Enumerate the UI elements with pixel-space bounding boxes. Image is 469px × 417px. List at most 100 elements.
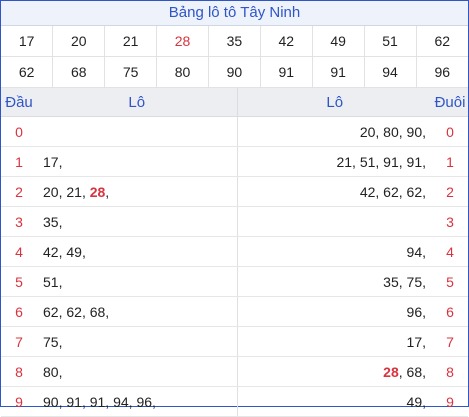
lo-number: 42 [359, 183, 376, 200]
result-number: 42 [260, 26, 313, 57]
lo-number: 91 [406, 153, 423, 170]
result-number: 94 [364, 56, 417, 88]
lo-right-cell [236, 206, 432, 237]
lo-number: 68 [89, 303, 106, 320]
result-number: 62 [1, 56, 54, 88]
header-lo-right: Lô [236, 88, 432, 117]
lo-right-cell: 28, 68, [236, 356, 432, 387]
result-number: 51 [364, 26, 417, 57]
dau-digit: 5 [1, 266, 37, 297]
lo-right-cell: 42, 62, 62, [236, 176, 432, 207]
result-number: 21 [104, 26, 158, 57]
loto-row: 4 42, 49, 94, 4 [1, 236, 468, 267]
loto-row: 7 75, 17, 7 [1, 326, 468, 357]
lo-number: 90 [43, 393, 59, 410]
loto-table: Đầu Lô Lô Đuôi 0 20, 80, 90, 0 1 17, 21, 51, … [1, 88, 468, 417]
numbers-row-2: 62 68 75 80 90 91 91 94 96 [1, 56, 468, 88]
duoi-digit: 9 [432, 386, 468, 417]
lo-number: 62 [406, 183, 423, 200]
lo-number: 94 [406, 243, 423, 260]
lo-number: 62 [383, 183, 399, 200]
duoi-digit: 5 [432, 266, 468, 297]
lo-number: 42 [43, 243, 59, 260]
result-number: 20 [52, 26, 106, 57]
lo-left-cell: 17, [37, 146, 237, 177]
lo-number: 62 [66, 303, 82, 320]
lo-number: 21 [66, 183, 82, 200]
duoi-digit: 0 [432, 116, 468, 147]
result-number: 62 [416, 26, 468, 57]
duoi-digit: 6 [432, 296, 468, 327]
result-number: 91 [260, 56, 313, 88]
result-number: 75 [104, 56, 158, 88]
lo-number: 94 [113, 393, 129, 410]
lo-left-cell: 51, [37, 266, 237, 297]
lo-number: 51 [359, 153, 376, 170]
result-number: 80 [156, 56, 209, 88]
dau-digit: 7 [1, 326, 37, 357]
lo-left-cell: 42, 49, [37, 236, 237, 267]
lo-right-cell: 49, [236, 386, 432, 417]
result-number: 28 [156, 26, 209, 57]
lo-left-cell [37, 116, 237, 147]
lo-number: 68 [406, 363, 423, 380]
result-number: 96 [416, 56, 468, 88]
lo-number: 49 [406, 393, 423, 410]
dau-digit: 8 [1, 356, 37, 387]
dau-digit: 1 [1, 146, 37, 177]
lo-number: 20 [43, 183, 59, 200]
loto-row: 6 62, 62, 68, 96, 6 [1, 296, 468, 327]
header-duoi: Đuôi [432, 88, 468, 117]
dau-digit: 3 [1, 206, 37, 237]
dau-digit: 9 [1, 386, 37, 417]
duoi-digit: 4 [432, 236, 468, 267]
duoi-digit: 2 [432, 176, 468, 207]
loto-row: 3 35, 3 [1, 206, 468, 237]
lo-left-cell: 75, [37, 326, 237, 357]
loto-row: 1 17, 21, 51, 91, 91, 1 [1, 146, 468, 177]
lo-number: 28 [383, 363, 399, 380]
lo-right-cell: 96, [236, 296, 432, 327]
lo-number: 75 [43, 333, 59, 350]
lo-left-cell: 35, [37, 206, 237, 237]
numbers-row-1: 17 20 21 28 35 42 49 51 62 [1, 26, 468, 57]
loto-header-row: Đầu Lô Lô Đuôi [1, 88, 468, 117]
lo-number: 35 [383, 273, 399, 290]
lo-number: 62 [43, 303, 59, 320]
lo-right-cell: 20, 80, 90, [236, 116, 432, 147]
duoi-digit: 7 [432, 326, 468, 357]
loto-row: 2 20, 21, 28, 42, 62, 62, 2 [1, 176, 468, 207]
lo-number: 91 [383, 153, 399, 170]
lo-number: 35 [43, 213, 59, 230]
loto-row: 5 51, 35, 75, 5 [1, 266, 468, 297]
lo-number: 28 [89, 183, 106, 200]
lo-number: 49 [66, 243, 82, 260]
duoi-digit: 1 [432, 146, 468, 177]
lo-number: 21 [336, 153, 353, 170]
lo-number: 20 [359, 123, 376, 140]
lo-number: 75 [406, 273, 423, 290]
lo-number: 91 [89, 393, 106, 410]
duoi-digit: 8 [432, 356, 468, 387]
result-number: 90 [208, 56, 261, 88]
lo-number: 96 [406, 303, 423, 320]
lo-number: 90 [406, 123, 423, 140]
result-number: 68 [52, 56, 106, 88]
lo-left-cell: 90, 91, 91, 94, 96, [37, 386, 237, 417]
lo-left-cell: 62, 62, 68, [37, 296, 237, 327]
lo-right-cell: 35, 75, [236, 266, 432, 297]
lo-number: 96 [136, 393, 153, 410]
loto-row: 0 20, 80, 90, 0 [1, 116, 468, 147]
lo-number: 17 [406, 333, 423, 350]
lo-number: 17 [43, 153, 59, 170]
dau-digit: 2 [1, 176, 37, 207]
dau-digit: 4 [1, 236, 37, 267]
loto-row: 8 80, 28, 68, 8 [1, 356, 468, 387]
lo-right-cell: 94, [236, 236, 432, 267]
dau-digit: 6 [1, 296, 37, 327]
result-number: 91 [312, 56, 365, 88]
lo-number: 91 [66, 393, 82, 410]
lo-right-cell: 17, [236, 326, 432, 357]
loto-row: 9 90, 91, 91, 94, 96, 49, 9 [1, 386, 468, 417]
result-numbers-grid: 17 20 21 28 35 42 49 51 62 62 68 75 80 90 91 91 94 96 [1, 26, 468, 88]
